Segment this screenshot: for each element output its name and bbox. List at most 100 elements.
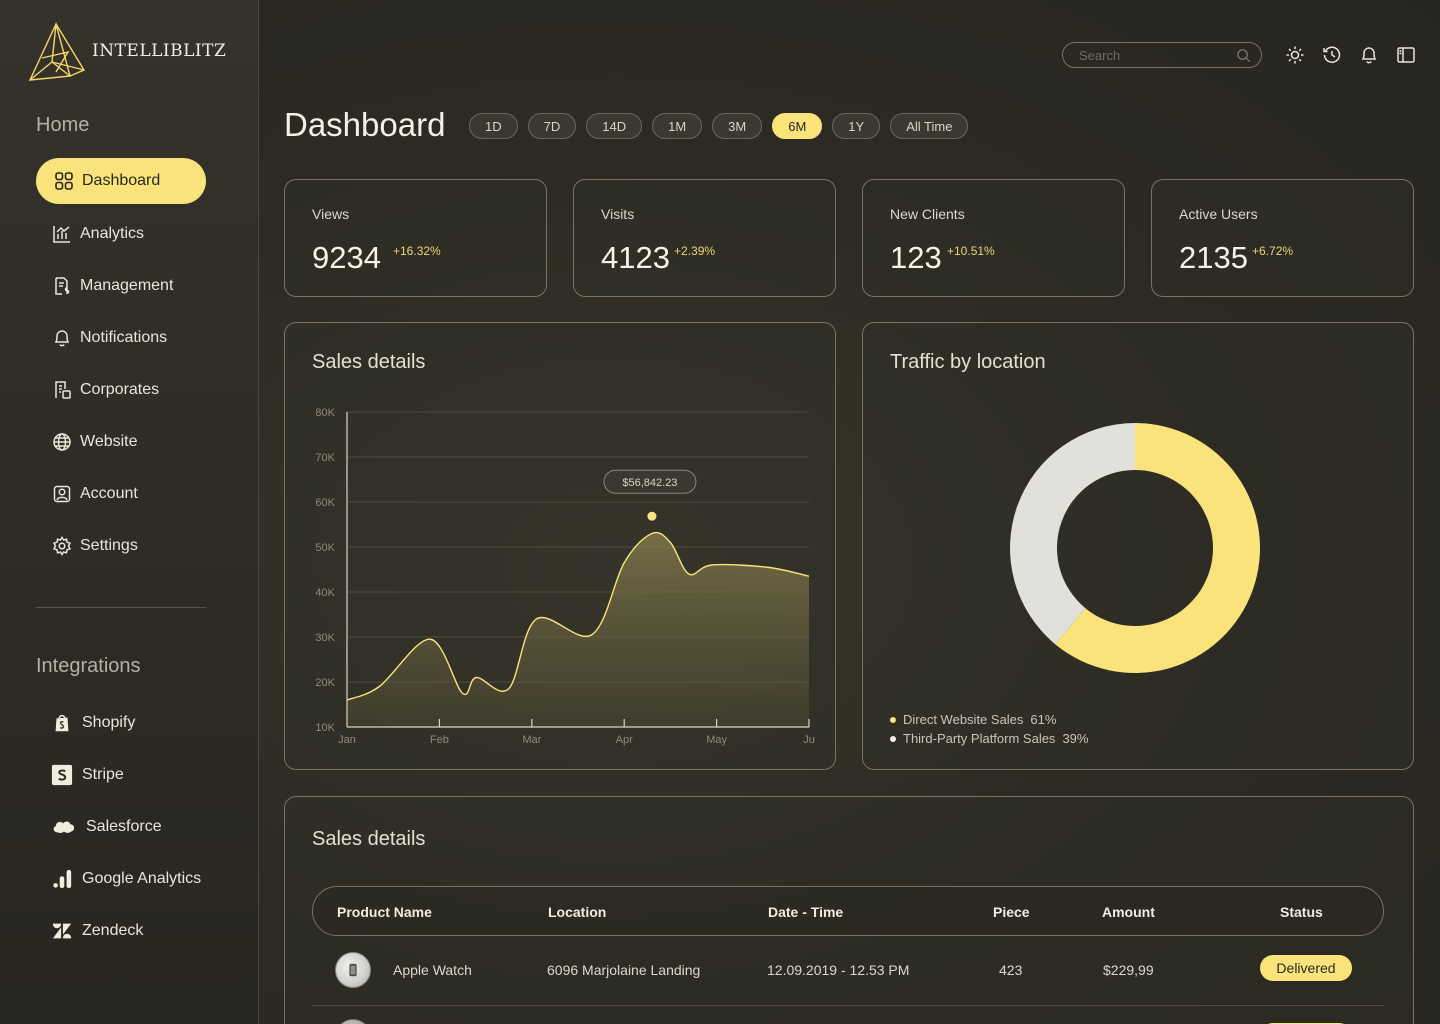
sales-table-card: Sales details Product Name Location Date… [284,796,1414,1024]
legend-label: Third-Party Platform Sales [903,731,1056,746]
sidebar-item-management[interactable]: Management [36,263,206,309]
shopify-icon [50,711,74,735]
globe-icon [52,432,72,452]
column-header[interactable]: Piece [993,904,1030,920]
integration-label: Google Analytics [82,870,202,887]
page-title: Dashboard [284,106,446,143]
column-header[interactable]: Product Name [337,904,432,920]
x-tick-label: Jan [338,734,356,746]
bell-icon[interactable] [1359,45,1379,65]
legend-pct: 61% [1030,712,1057,727]
range-all-time[interactable]: All Time [890,113,969,139]
watch-icon [349,963,357,977]
sidebar-toggle-icon[interactable] [1396,45,1416,65]
time-range-selector: 1D 7D 14D 1M 3M 6M 1Y All Time [469,113,969,139]
stat-label: Active Users [1179,206,1258,222]
sidebar-item-analytics[interactable]: Analytics [36,211,206,257]
legend-label: Direct Website Sales [903,712,1024,727]
brand-logo[interactable]: INTELLIBLITZ [26,22,226,84]
stat-label: Visits [601,206,635,222]
product-avatar [335,1019,371,1024]
history-icon[interactable] [1322,45,1342,65]
home-section-title: Home [36,114,90,136]
donut-slice-1 [1055,423,1260,673]
y-tick-label: 20K [315,677,335,689]
product-name: Apple Watch [393,962,472,978]
zendesk-icon [50,919,74,943]
y-tick-label: 80K [315,407,335,419]
sidebar-item-settings[interactable]: Settings [36,523,206,569]
grid-icon [54,171,74,191]
y-tick-label: 40K [315,587,335,599]
integration-label: Zendeck [82,922,144,939]
column-header[interactable]: Date - Time [768,904,844,920]
user-icon [52,484,72,504]
range-1y[interactable]: 1Y [832,113,881,139]
sidebar-item-label: Management [80,277,174,294]
search-icon [1237,48,1251,62]
stat-change: +2.39% [674,244,716,258]
salesforce-icon [50,815,78,839]
sidebar-item-notifications[interactable]: Notifications [36,315,206,361]
x-tick-label: May [706,734,727,746]
column-header[interactable]: Location [548,904,607,920]
column-header[interactable]: Status [1280,904,1323,920]
sidebar-item-label: Website [80,433,138,450]
brand-name: INTELLIBLITZ [92,41,227,61]
sidebar-item-label: Analytics [80,225,145,242]
sun-icon[interactable] [1285,45,1305,65]
stat-change: +16.32% [393,244,441,258]
donut-slice-2 [1010,423,1135,645]
highlight-point [647,511,657,521]
integration-google-analytics[interactable]: Google Analytics [50,864,201,894]
status-badge: Delivered [1260,955,1352,981]
legend-direct: Direct Website Sales 61% [890,712,1056,727]
piece: 423 [999,962,1023,978]
integration-label: Stripe [82,766,124,783]
building-doc-icon [52,380,72,400]
date-time: 12.09.2019 - 12.53 PM [767,962,910,978]
integration-salesforce[interactable]: Salesforce [50,812,162,842]
tooltip-box [603,469,697,494]
stat-value: 4123 [601,240,670,275]
sidebar-item-dashboard[interactable]: Dashboard [36,158,206,204]
stat-card-visits: Visits 4123 +2.39% [573,179,836,297]
integration-stripe[interactable]: Stripe [50,760,124,790]
y-tick-label: 70K [315,452,335,464]
main-content: Search Dashboard 1D 7D 14D 1M 3M 6M 1Y A… [259,0,1440,1024]
x-tick-label: Mar [522,734,541,746]
sidebar-divider [36,607,206,608]
integration-shopify[interactable]: Shopify [50,708,135,738]
search-placeholder: Search [1079,47,1121,63]
table-header: Product Name Location Date - Time Piece … [312,886,1384,936]
y-tick-label: 50K [315,542,335,554]
legend-pct: 39% [1062,731,1089,746]
traffic-donut-chart [1010,423,1260,673]
google-analytics-icon [50,867,74,891]
legend-dot [890,716,896,723]
column-header[interactable]: Amount [1102,904,1155,920]
bell-icon [52,328,72,348]
range-1d[interactable]: 1D [469,113,518,139]
stat-change: +10.51% [947,244,995,258]
x-tick-label: Ju [803,734,815,746]
stat-card-active-users: Active Users 2135 +6.72% [1151,179,1414,297]
stat-value: 123 [890,240,942,275]
range-1m[interactable]: 1M [652,113,703,139]
traffic-title: Traffic by location [890,351,1046,373]
sales-table-title: Sales details [312,828,426,850]
integration-label: Salesforce [86,818,162,835]
sidebar-item-website[interactable]: Website [36,419,206,465]
range-7d[interactable]: 7D [527,113,577,139]
range-6m[interactable]: 6M [772,113,823,139]
range-3m[interactable]: 3M [712,113,763,139]
sidebar-item-account[interactable]: Account [36,471,206,517]
search-input[interactable]: Search [1062,42,1262,68]
legend-dot [890,735,896,742]
sales-line [346,531,810,701]
x-tick-label: Feb [430,734,449,746]
logo-icon [28,22,86,81]
sidebar-item-corporates[interactable]: Corporates [36,367,206,413]
integration-zendeck[interactable]: Zendeck [50,916,143,946]
range-14d[interactable]: 14D [586,113,643,139]
